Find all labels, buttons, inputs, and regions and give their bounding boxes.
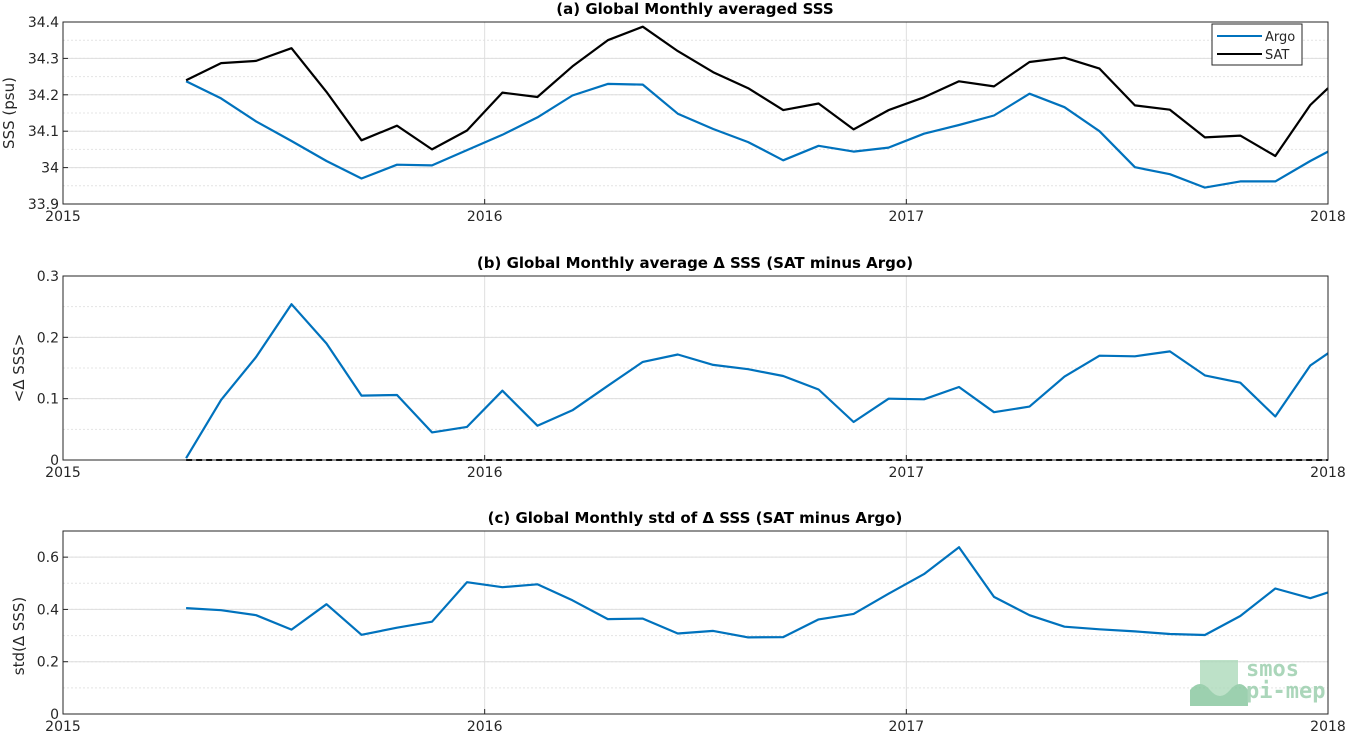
x-tick-label: 2017: [889, 465, 925, 481]
x-tick-label: 2016: [467, 209, 503, 225]
panel-b-ticks: 0 0.1 0.2 0.3 2015 2016 2017 2018: [37, 269, 1346, 481]
legend-label-sat: SAT: [1265, 48, 1289, 63]
panel-c-grid: [62, 530, 1329, 715]
logo-line2: pi-mep: [1246, 679, 1325, 704]
y-tick-label: 0.4: [37, 602, 59, 618]
series-line-0: [185, 303, 1329, 459]
axes-frame: [62, 530, 1329, 715]
x-tick-label: 2015: [45, 209, 81, 225]
x-tick-label: 2016: [467, 465, 503, 481]
logo-wave: [1190, 684, 1248, 706]
panel-a-grid: [62, 21, 1329, 205]
y-tick-label: 0: [50, 707, 59, 723]
panel-c-ylabel: std(Δ SSS): [10, 597, 28, 676]
panel-c-ticks: 0 0.2 0.4 0.6 2015 2016 2017 2018: [37, 530, 1346, 735]
panel-b-ylabel: <Δ SSS>: [10, 334, 28, 403]
y-tick-label: 0.2: [37, 655, 59, 671]
y-tick-label: 33.9: [28, 197, 59, 213]
panel-c-title: (c) Global Monthly std of Δ SSS (SAT min…: [488, 509, 903, 527]
y-tick-label: 0: [50, 453, 59, 469]
panel-b-grid: [62, 275, 1329, 461]
y-tick-label: 0.2: [37, 330, 59, 346]
series-line-0: [186, 546, 1329, 639]
panel-a-ticks: 33.9 34 34.1 34.2 34.3 34.4 2015 2016 2017 2018: [28, 15, 1346, 225]
legend: Argo SAT: [1211, 23, 1303, 66]
panel-c-marks: [186, 546, 1329, 639]
panel-c: (c) Global Monthly std of Δ SSS (SAT min…: [10, 509, 1346, 735]
x-tick-label: 2017: [889, 209, 925, 225]
panel-b-marks: [185, 303, 1329, 461]
axes-frame: [62, 21, 1329, 205]
smos-pi-mep-logo: smos pi-mep: [1190, 657, 1325, 706]
series-line-argo: [185, 80, 1329, 189]
axes-frame: [62, 275, 1329, 461]
x-tick-label: 2018: [1310, 465, 1346, 481]
x-tick-label: 2015: [45, 465, 81, 481]
series-line-sat: [185, 25, 1329, 158]
panel-a-title: (a) Global Monthly averaged SSS: [556, 0, 833, 18]
x-tick-label: 2016: [467, 719, 503, 735]
legend-label-argo: Argo: [1265, 30, 1295, 45]
panel-a-marks: [185, 25, 1329, 189]
y-tick-label: 34: [41, 161, 59, 177]
y-tick-label: 0.1: [37, 392, 59, 408]
y-tick-label: 34.3: [28, 51, 59, 67]
x-tick-label: 2018: [1310, 209, 1346, 225]
y-tick-label: 34.2: [28, 88, 59, 104]
y-tick-label: 34.4: [28, 15, 59, 31]
x-tick-label: 2018: [1310, 719, 1346, 735]
panel-a-ylabel: SSS (psu): [0, 77, 18, 149]
x-tick-label: 2017: [889, 719, 925, 735]
y-tick-label: 0.3: [37, 269, 59, 285]
legend-box: [1211, 23, 1303, 66]
y-tick-label: 34.1: [28, 124, 59, 140]
panel-b-title: (b) Global Monthly average Δ SSS (SAT mi…: [477, 254, 913, 272]
logo-line1: smos: [1246, 657, 1299, 682]
panel-a: (a) Global Monthly averaged SSS SSS (psu…: [0, 0, 1346, 225]
x-tick-label: 2015: [45, 719, 81, 735]
y-tick-label: 0.6: [37, 550, 59, 566]
panel-b: (b) Global Monthly average Δ SSS (SAT mi…: [10, 254, 1346, 481]
